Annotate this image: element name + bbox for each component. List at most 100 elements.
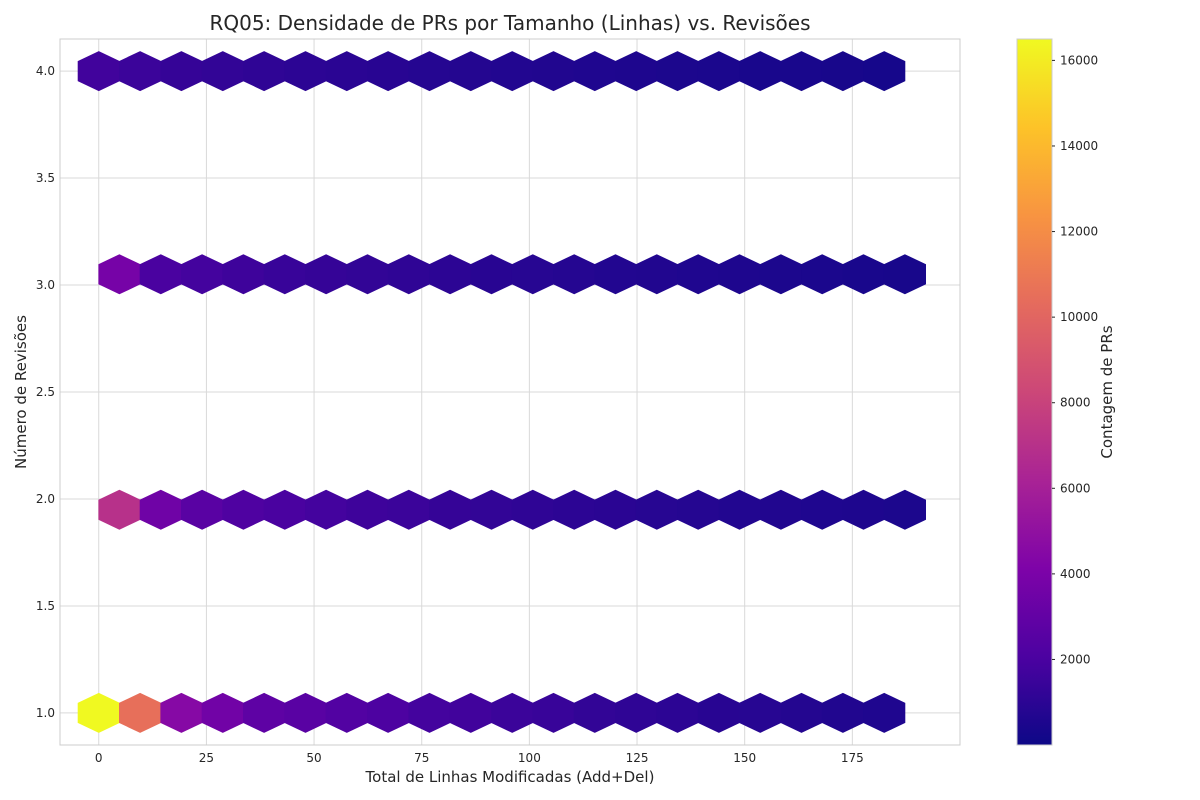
- hexbin-cell: [98, 489, 141, 530]
- x-tick-label: 25: [199, 751, 214, 765]
- hexbin-cell: [346, 489, 389, 530]
- hexbin-cell: [367, 51, 410, 92]
- hexbin-cell: [821, 51, 864, 92]
- hexbin-cell: [553, 489, 596, 530]
- hexbin-cell: [181, 254, 224, 295]
- hexbin-cell: [801, 254, 844, 295]
- hexbin-cell: [511, 489, 554, 530]
- x-tick-label: 150: [733, 751, 756, 765]
- hexbin-cell: [325, 51, 368, 92]
- plot-area: [59, 38, 961, 746]
- hexbin-cell: [863, 51, 906, 92]
- hexbin-cell: [594, 254, 637, 295]
- hexbin-cell: [429, 254, 472, 295]
- hexbin-cell: [325, 692, 368, 733]
- hexbin-cell: [98, 254, 141, 295]
- hexbin-cell: [284, 692, 327, 733]
- hexbin-cell: [615, 692, 658, 733]
- hexbin-cell: [718, 254, 761, 295]
- hexbin-cell: [449, 692, 492, 733]
- hexbin-cell: [139, 254, 182, 295]
- hexbin-cell: [532, 692, 575, 733]
- hexbin-cell: [594, 489, 637, 530]
- hexbin-cell: [387, 489, 430, 530]
- hexbin-cell: [387, 254, 430, 295]
- hexbin-cell: [139, 489, 182, 530]
- colorbar-tick-label: 2000: [1060, 652, 1091, 666]
- hexbin-cell: [739, 692, 782, 733]
- hexbin-cell: [573, 51, 616, 92]
- hexbin-cell: [635, 489, 678, 530]
- hexbin-cell: [759, 254, 802, 295]
- hexbin-cell: [201, 692, 244, 733]
- hexbin-cell: [449, 51, 492, 92]
- hexbin-cell: [801, 489, 844, 530]
- hexbin-cell: [780, 51, 823, 92]
- hexbin-cell: [739, 51, 782, 92]
- plot-frame: [59, 38, 961, 746]
- hexbin-cell: [181, 489, 224, 530]
- hexbin-cell: [243, 51, 286, 92]
- hexbin-cell: [222, 254, 265, 295]
- hexbin-cell: [883, 489, 926, 530]
- hexbin-cell: [718, 489, 761, 530]
- hexbin-cell: [883, 254, 926, 295]
- x-tick-label: 125: [626, 751, 649, 765]
- hexbin-cell: [697, 692, 740, 733]
- hexbin-cell: [532, 51, 575, 92]
- colorbar-tick-label: 10000: [1060, 310, 1098, 324]
- hexbin-cell: [160, 51, 203, 92]
- hexbin-cell: [470, 254, 513, 295]
- y-tick-label: 4.0: [36, 64, 55, 78]
- hexbin-cell: [553, 254, 596, 295]
- y-tick-label: 3.0: [36, 278, 55, 292]
- colorbar-gradient: [1016, 38, 1053, 746]
- hexbin-cell: [780, 692, 823, 733]
- hexbin-cell: [263, 254, 306, 295]
- x-axis-label: Total de Linhas Modificadas (Add+Del): [365, 768, 655, 786]
- hexbin-cell: [305, 489, 348, 530]
- colorbar-tick-label: 14000: [1060, 139, 1098, 153]
- hexbin-cell: [573, 692, 616, 733]
- colorbar-tick-label: 8000: [1060, 396, 1091, 410]
- x-tick-label: 0: [95, 751, 103, 765]
- hexbin-cell: [243, 692, 286, 733]
- hexbin-cell: [367, 692, 410, 733]
- hexbin-cell: [491, 692, 534, 733]
- hexbin-cell: [119, 51, 162, 92]
- hexbin-cell: [491, 51, 534, 92]
- hexbin-cells: [77, 51, 926, 733]
- y-axis-label: Número de Revisões: [12, 315, 30, 469]
- hexbin-cell: [408, 692, 451, 733]
- colorbar-tick-label: 16000: [1060, 53, 1098, 67]
- x-axis-ticks: 0 25 50 75 100 125 150 175: [95, 751, 864, 765]
- hexbin-cell: [305, 254, 348, 295]
- y-tick-label: 2.0: [36, 492, 55, 506]
- hexbin-cell: [863, 692, 906, 733]
- hexbin-cell: [635, 254, 678, 295]
- x-tick-label: 50: [306, 751, 321, 765]
- y-tick-label: 3.5: [36, 171, 55, 185]
- hexbin-cell: [201, 51, 244, 92]
- hexbin-cell: [222, 489, 265, 530]
- colorbar-tick-label: 6000: [1060, 481, 1091, 495]
- y-tick-label: 1.5: [36, 599, 55, 613]
- hexbin-cell: [677, 254, 720, 295]
- colorbar-tick-label: 12000: [1060, 225, 1098, 239]
- x-tick-label: 75: [414, 751, 429, 765]
- hexbin-cell: [263, 489, 306, 530]
- y-tick-label: 2.5: [36, 385, 55, 399]
- x-tick-label: 175: [841, 751, 864, 765]
- hexbin-cell: [429, 489, 472, 530]
- y-tick-label: 1.0: [36, 706, 55, 720]
- hexbin-cell: [346, 254, 389, 295]
- colorbar-label: Contagem de PRs: [1098, 325, 1116, 458]
- hexbin-cell: [408, 51, 451, 92]
- colorbar-tick-label: 4000: [1060, 567, 1091, 581]
- hexbin-cell: [842, 254, 885, 295]
- colorbar-ticks: 2000 4000 6000 8000 10000 12000 14000 16000: [1052, 53, 1098, 666]
- hexbin-cell: [821, 692, 864, 733]
- hexbin-cell: [511, 254, 554, 295]
